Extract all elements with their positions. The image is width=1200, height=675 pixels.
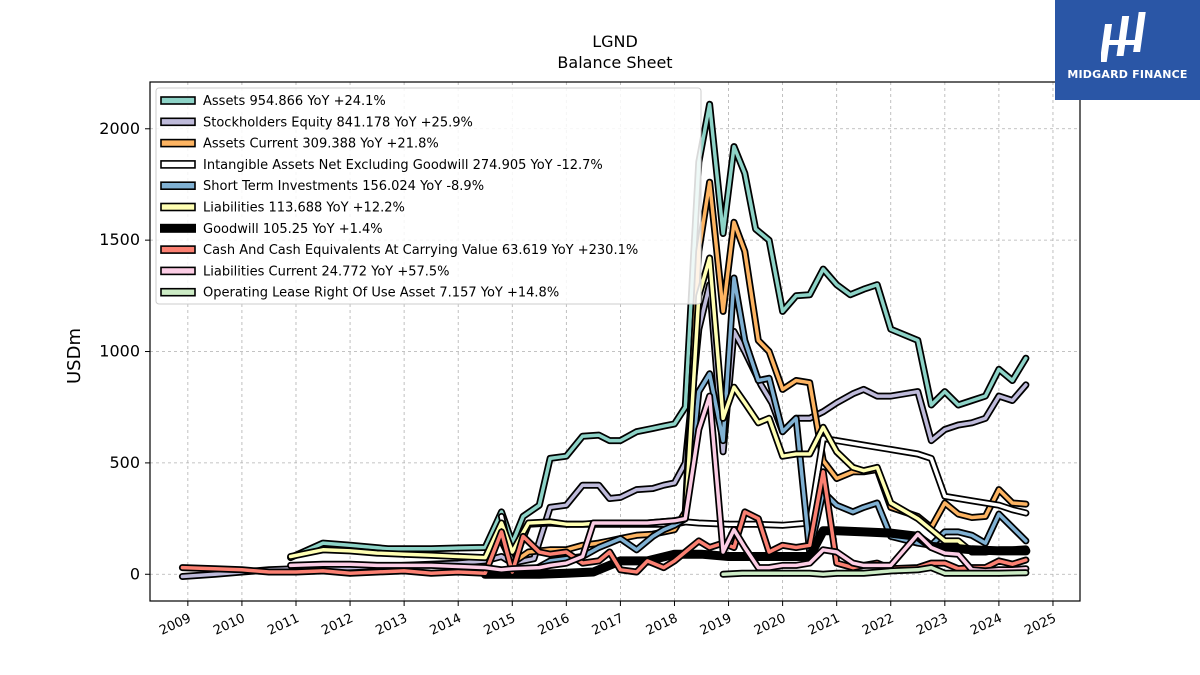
x-tick-label: 2015: [482, 611, 518, 639]
y-tick-label: 500: [109, 453, 140, 472]
y-axis-label: USDm: [64, 328, 85, 384]
x-tick-label: 2021: [806, 611, 842, 639]
x-tick-label: 2018: [644, 611, 680, 639]
y-tick-label: 0: [130, 564, 140, 583]
legend-swatch: [160, 287, 196, 297]
series-lines: [178, 100, 1031, 580]
legend-swatch: [160, 96, 196, 105]
legend-label: Stockholders Equity 841.178 YoY +25.9%: [203, 115, 473, 130]
brand-logo: MIDGARD FINANCE: [1055, 0, 1200, 100]
legend-entry: Assets 954.866 YoY +24.1%: [160, 94, 386, 109]
series-line: [180, 282, 1028, 579]
chart-subtitle: Balance Sheet: [557, 53, 672, 72]
x-tick-label: 2020: [752, 611, 788, 639]
legend-label: Assets 954.866 YoY +24.1%: [203, 94, 386, 109]
x-tick-label: 2010: [211, 611, 247, 639]
series-operating-lease-right-of-use-asset: [719, 564, 1030, 578]
legend-entry: Stockholders Equity 841.178 YoY +25.9%: [160, 115, 473, 130]
legend-label: Assets Current 309.388 YoY +21.8%: [203, 137, 439, 152]
x-tick-label: 2023: [914, 611, 950, 639]
legend-swatch: [160, 202, 196, 212]
x-tick-label: 2011: [265, 611, 301, 639]
legend-entry: Goodwill 105.25 YoY +1.4%: [160, 222, 383, 237]
legend-label: Liabilities 113.688 YoY +12.2%: [203, 201, 405, 216]
x-tick-label: 2009: [157, 611, 193, 639]
legend-swatch: [160, 266, 196, 276]
plot-frame: [149, 81, 1081, 602]
legend-entry: Cash And Cash Equivalents At Carrying Va…: [160, 243, 638, 258]
legend-entry: Assets Current 309.388 YoY +21.8%: [160, 137, 439, 152]
series-line: [721, 565, 1028, 577]
legend-entry: Short Term Investments 156.024 YoY -8.9%: [160, 179, 484, 194]
legend-entry: Operating Lease Right Of Use Asset 7.157…: [160, 286, 559, 301]
legend-label: Intangible Assets Net Excluding Goodwill…: [203, 158, 603, 173]
legend-swatch: [160, 117, 196, 127]
series-line: [288, 394, 1028, 573]
brand-mark-icon: [1101, 12, 1146, 62]
series-line: [288, 256, 1028, 560]
y-tick-label: 1000: [99, 342, 140, 361]
series-stockholders-equity: [178, 281, 1030, 580]
chart-title: LGND: [592, 32, 638, 51]
y-tick-label: 1500: [99, 230, 140, 249]
legend-label: Cash And Cash Equivalents At Carrying Va…: [203, 243, 638, 258]
legend-entry: Liabilities 113.688 YoY +12.2%: [160, 201, 405, 216]
legend-swatch: [160, 223, 196, 233]
legend-swatch: [160, 160, 196, 169]
legend-swatch: [160, 181, 196, 190]
x-tick-label: 2012: [319, 611, 355, 639]
legend-swatch: [160, 245, 196, 254]
x-tick-label: 2019: [698, 611, 734, 639]
x-tick-label: 2016: [536, 611, 572, 639]
legend-label: Liabilities Current 24.772 YoY +57.5%: [203, 264, 450, 279]
legend-swatch: [160, 138, 196, 148]
legend-label: Goodwill 105.25 YoY +1.4%: [203, 222, 383, 237]
y-tick-label: 2000: [99, 119, 140, 138]
x-tick-label: 2024: [968, 611, 1004, 639]
x-tick-label: 2025: [1022, 611, 1058, 639]
series-short-term-investments: [530, 274, 1030, 574]
x-tick-label: 2013: [373, 611, 409, 639]
x-tick-label: 2022: [860, 611, 896, 639]
brand-name: MIDGARD FINANCE: [1067, 68, 1188, 81]
x-tick-label: 2014: [428, 611, 464, 639]
legend-entry: Liabilities Current 24.772 YoY +57.5%: [160, 264, 450, 279]
legend-entry: Intangible Assets Net Excluding Goodwill…: [160, 158, 603, 173]
legend-label: Operating Lease Right Of Use Asset 7.157…: [203, 286, 559, 301]
x-tick-label: 2017: [590, 611, 626, 639]
legend-label: Short Term Investments 156.024 YoY -8.9%: [203, 179, 484, 194]
series-line: [532, 276, 1028, 572]
legend: Assets 954.866 YoY +24.1% Stockholders Eq…: [155, 87, 702, 305]
series-liabilities-current: [287, 392, 1030, 575]
legend-box: [155, 87, 702, 305]
series-liabilities: [287, 254, 1030, 562]
